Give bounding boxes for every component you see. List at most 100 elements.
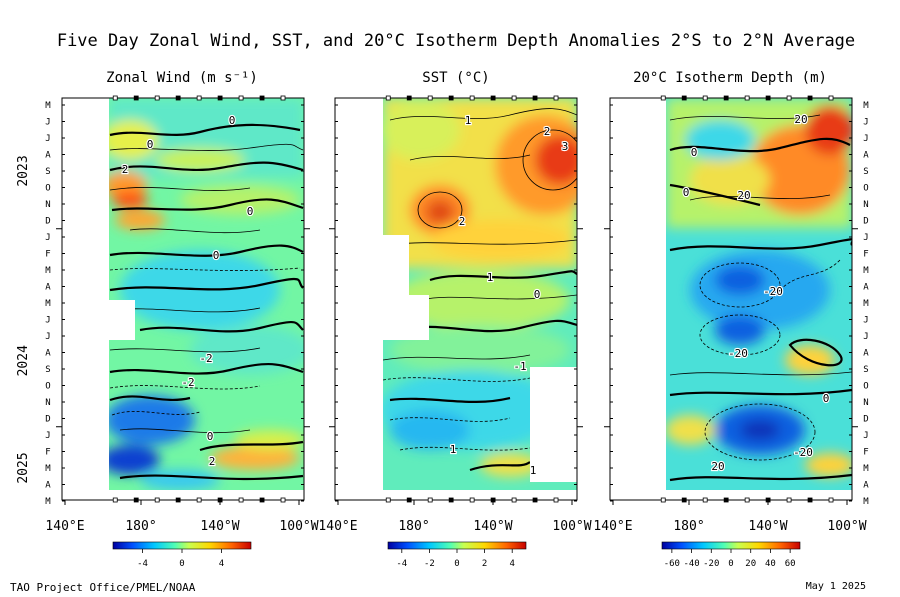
buoy-marker-top — [553, 95, 559, 101]
buoy-marker-bottom — [744, 497, 750, 503]
month-label-left: M — [45, 464, 51, 474]
contour-label: 3 — [562, 140, 569, 153]
month-label-left: D — [45, 415, 50, 425]
buoy-marker-bottom — [112, 497, 118, 503]
x-tick-label: 180° — [125, 519, 156, 534]
month-label-left: A — [45, 283, 51, 293]
contour-label: -1 — [513, 360, 526, 373]
buoy-marker-bottom — [427, 497, 433, 503]
buoy-marker-top — [196, 95, 202, 101]
month-label-right: J — [863, 233, 868, 243]
buoy-marker-top — [511, 95, 517, 101]
month-label-left: J — [45, 118, 50, 128]
buoy-marker-bottom — [175, 497, 181, 503]
buoy-marker-bottom — [154, 497, 160, 503]
month-label-right: A — [863, 481, 869, 491]
contour-label: -20 — [793, 446, 813, 459]
month-label-right: O — [863, 184, 868, 194]
month-label-right: D — [863, 415, 868, 425]
month-label-right: M — [863, 464, 869, 474]
month-label-left: N — [45, 398, 50, 408]
buoy-marker-top — [175, 95, 181, 101]
buoy-marker-top — [807, 95, 813, 101]
colorbar-tick-label: -20 — [703, 559, 719, 569]
colorbar-tick-label: 0 — [179, 559, 184, 569]
buoy-marker-bottom — [469, 497, 475, 503]
contour-label: 2 — [544, 125, 551, 138]
axes-layer: M MJ JJ JA AS SO ON ND DJ JF FM MA AM MJ JJ JA AS SO ON ND D… — [16, 95, 869, 569]
month-label-left: J — [45, 134, 50, 144]
contour-label: -2 — [181, 376, 194, 389]
contour-label: 0 — [207, 430, 214, 443]
buoy-marker-top — [217, 95, 223, 101]
footer-date: May 1 2025 — [806, 581, 866, 592]
contour-label: 0 — [534, 288, 541, 301]
contour-label: 1 — [465, 114, 472, 127]
month-label-left: M — [45, 497, 51, 507]
buoy-marker-top — [280, 95, 286, 101]
contour-label: 0 — [229, 114, 236, 127]
month-label-left: F — [45, 250, 50, 260]
buoy-marker-top — [133, 95, 139, 101]
panel-title-isotherm-depth: 20°C Isotherm Depth (m) — [633, 70, 827, 86]
buoy-marker-bottom — [448, 497, 454, 503]
buoy-marker-bottom — [828, 497, 834, 503]
panel-title-sst: SST (°C) — [422, 70, 489, 86]
buoy-marker-top — [681, 95, 687, 101]
month-label-right: S — [863, 365, 868, 375]
x-tick-label: 140°W — [473, 519, 512, 534]
x-tick-label: 100°W — [552, 519, 591, 534]
month-label-left: M — [45, 101, 51, 111]
buoy-marker-bottom — [553, 497, 559, 503]
month-label-left: D — [45, 217, 50, 227]
month-label-right: S — [863, 167, 868, 177]
month-label-right: M — [863, 497, 869, 507]
footer-credit: TAO Project Office/PMEL/NOAA — [10, 581, 196, 594]
month-label-right: J — [863, 332, 868, 342]
buoy-marker-bottom — [511, 497, 517, 503]
colorbar-tick-label: -4 — [396, 559, 407, 569]
x-tick-label: 140°E — [593, 519, 632, 534]
contour-label: 2 — [122, 163, 129, 176]
colorbar-tick-label: 4 — [509, 559, 514, 569]
contour-label: 0 — [823, 392, 830, 405]
buoy-marker-bottom — [385, 497, 391, 503]
zonal-wind-heatmap — [62, 98, 304, 500]
month-label-right: A — [863, 151, 869, 161]
sst-panel — [334, 97, 578, 501]
x-tick-label: 140°W — [748, 519, 787, 534]
month-label-left: A — [45, 349, 51, 359]
colorbar — [661, 541, 801, 550]
contour-label: -2 — [199, 352, 212, 365]
colorbar-tick-label: 0 — [728, 559, 733, 569]
month-label-right: M — [863, 299, 869, 309]
figure-title: Five Day Zonal Wind, SST, and 20°C Isoth… — [57, 31, 855, 51]
x-tick-label: 100°W — [827, 519, 866, 534]
month-label-right: F — [863, 448, 868, 458]
colorbar-tick-label: 60 — [785, 559, 796, 569]
buoy-marker-bottom — [406, 497, 412, 503]
colorbar-tick-label: 4 — [219, 559, 224, 569]
panel-title-zonal-wind: Zonal Wind (m s⁻¹) — [106, 70, 258, 86]
year-label: 2025 — [16, 452, 31, 483]
colorbar-tick-label: 2 — [482, 559, 487, 569]
month-label-right: F — [863, 250, 868, 260]
buoy-marker-bottom — [807, 497, 813, 503]
month-label-left: J — [45, 233, 50, 243]
buoy-marker-top — [427, 95, 433, 101]
contour-label: -20 — [763, 285, 783, 298]
x-tick-label: 180° — [398, 519, 429, 534]
x-tick-label: 140°E — [318, 519, 357, 534]
contour-label: 0 — [247, 205, 254, 218]
buoy-marker-bottom — [259, 497, 265, 503]
buoy-marker-top — [469, 95, 475, 101]
month-label-right: A — [863, 349, 869, 359]
colorbar-tick-label: -60 — [664, 559, 680, 569]
contour-label: 20 — [794, 113, 807, 126]
colorbar-tick-label: -2 — [424, 559, 435, 569]
buoy-marker-bottom — [196, 497, 202, 503]
month-label-left: J — [45, 332, 50, 342]
x-tick-label: 180° — [673, 519, 704, 534]
buoy-marker-bottom — [532, 497, 538, 503]
contour-label: 1 — [530, 464, 537, 477]
